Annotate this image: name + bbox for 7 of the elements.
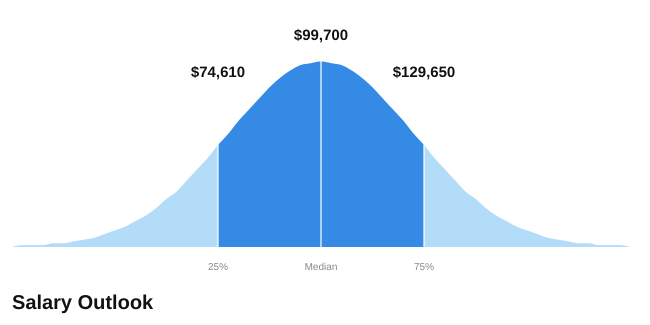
annotation: $99,700: [292, 27, 350, 44]
x-tick-label: 25%: [208, 262, 228, 274]
annotation: $74,610: [190, 64, 246, 82]
x-tick-label: 75%: [414, 262, 434, 274]
annotation: $129,650: [392, 64, 456, 82]
x-tick-label: Median: [304, 262, 338, 274]
text: Salary Outlook: [12, 292, 154, 315]
